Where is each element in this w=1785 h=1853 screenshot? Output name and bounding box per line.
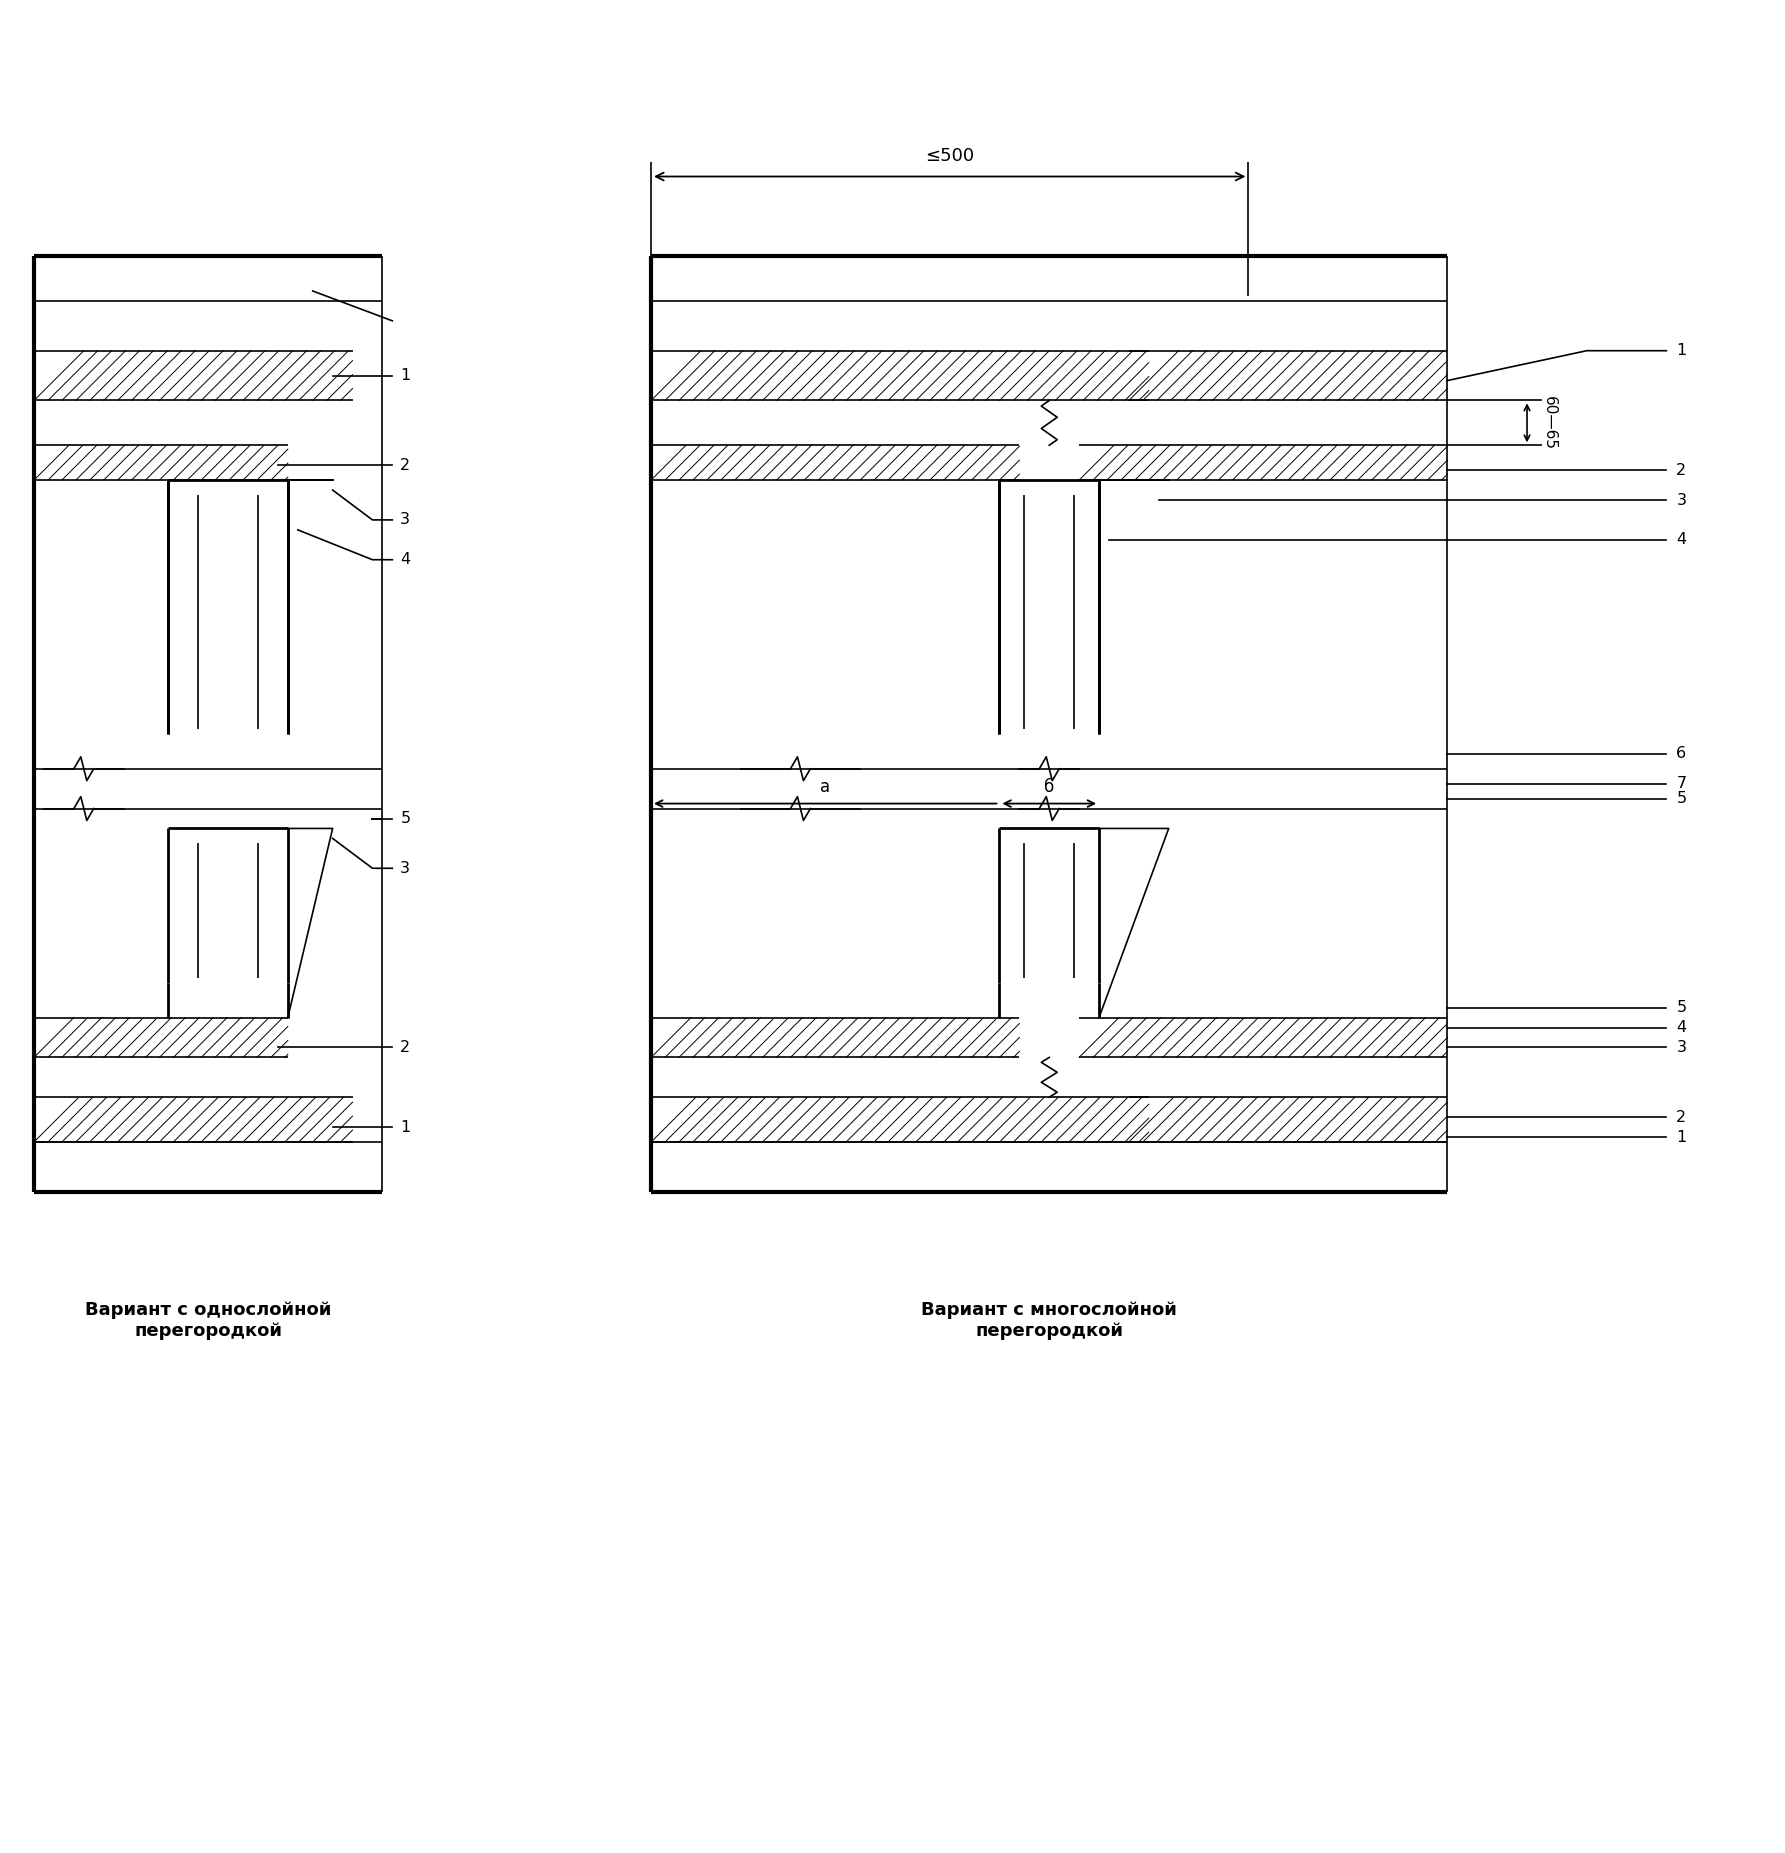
Text: 4: 4 (1676, 532, 1687, 547)
Text: ≤500: ≤500 (925, 146, 975, 165)
Text: 60—65: 60—65 (1542, 397, 1557, 450)
Text: 1: 1 (400, 1119, 411, 1134)
Text: 3: 3 (1676, 493, 1687, 508)
Text: 5: 5 (1676, 1001, 1687, 1015)
Text: 3: 3 (400, 513, 411, 528)
Text: б: б (1044, 778, 1055, 795)
Text: 4: 4 (1676, 1019, 1687, 1036)
Text: 3: 3 (1676, 1040, 1687, 1054)
Text: 1: 1 (1676, 343, 1687, 358)
Text: 3: 3 (400, 862, 411, 876)
Text: 2: 2 (1676, 1110, 1687, 1125)
Text: 2: 2 (400, 458, 411, 473)
Text: 2: 2 (400, 1040, 411, 1054)
Text: а: а (821, 778, 830, 795)
Text: 5: 5 (400, 812, 411, 826)
Text: 2: 2 (1676, 463, 1687, 478)
Text: 4: 4 (400, 552, 411, 567)
Text: 1: 1 (400, 369, 411, 384)
Text: 6: 6 (1676, 747, 1687, 762)
Text: Вариант с однослойной
перегородкой: Вариант с однослойной перегородкой (86, 1301, 332, 1340)
Text: 1: 1 (1676, 1130, 1687, 1145)
Text: 5: 5 (1676, 791, 1687, 806)
Polygon shape (287, 828, 332, 1017)
Text: Вариант с многослойной
перегородкой: Вариант с многослойной перегородкой (921, 1301, 1176, 1340)
Text: 7: 7 (1676, 776, 1687, 791)
Polygon shape (1100, 828, 1169, 1017)
